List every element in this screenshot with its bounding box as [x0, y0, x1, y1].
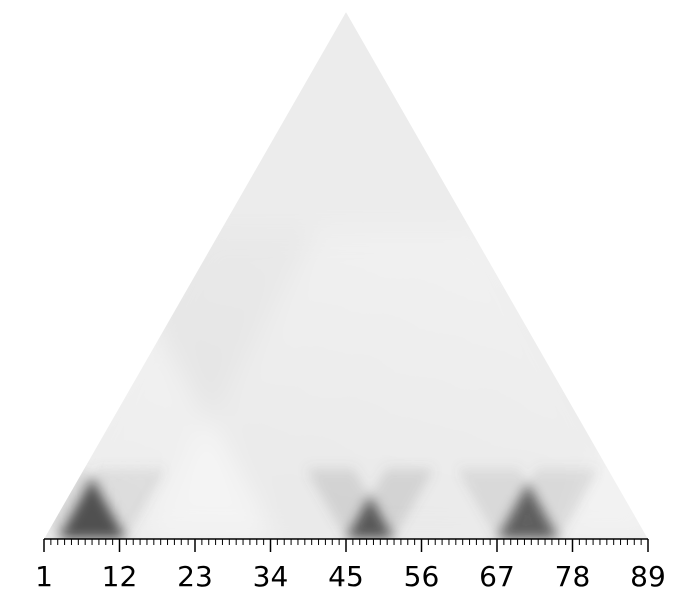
x-axis-major-ticks: [43, 539, 649, 552]
x-tick-label: 67: [479, 560, 515, 593]
heatmap-streak: [326, 224, 516, 539]
x-tick-label: 12: [102, 560, 138, 593]
x-axis-minor-ticks: [43, 539, 649, 545]
heatmap-background: [44, 12, 648, 539]
heatmap-streak: [161, 224, 351, 539]
heatmap-dark-streak: [78, 468, 121, 539]
heatmap-dark-streak: [368, 468, 412, 539]
heatmap-streak: [271, 224, 461, 539]
heatmap-streak: [44, 224, 49, 539]
heatmap-streak: [643, 224, 648, 539]
x-axis-tick-labels: 1 12 23 34 45 56 67 78 89: [35, 560, 666, 593]
heatmap-marks: [44, 224, 648, 539]
heatmap-streak: [408, 224, 598, 539]
heatmap-dark-streak: [338, 468, 381, 539]
heatmap-streaks: [44, 224, 648, 539]
heatmap-dark-streak: [461, 468, 505, 539]
heatmap-streak: [216, 224, 406, 539]
heatmap-dark-streak: [387, 468, 431, 539]
heatmap-streak: [381, 224, 570, 539]
heatmap-area: [44, 12, 648, 539]
x-tick-label: 1: [35, 560, 53, 593]
heatmap-dark-streak: [511, 468, 554, 539]
heatmap-dark-streak: [118, 468, 161, 539]
x-tick-label: 56: [404, 560, 440, 593]
heatmap-dark-streak: [498, 468, 542, 539]
heatmap-dark-streak: [378, 468, 421, 539]
heatmap-dark-streak: [486, 468, 530, 539]
heatmap-dark-regions: [44, 468, 594, 539]
heatmap-dark-streak: [347, 468, 391, 539]
heatmap-streak: [353, 224, 543, 539]
heatmap-dark-streak: [359, 468, 402, 539]
x-tick-label: 34: [253, 560, 289, 593]
x-tick-label: 45: [328, 560, 364, 593]
heatmap-streak: [44, 224, 76, 539]
x-axis: 1 12 23 34 45 56 67 78 89: [35, 538, 666, 593]
heatmap-streak: [616, 224, 648, 539]
heatmap-dark-streak: [474, 468, 517, 539]
x-tick-label: 89: [630, 560, 666, 593]
heatmap-streak: [436, 224, 625, 539]
heatmap-streak: [463, 224, 648, 539]
heatmap-dark-streak: [328, 468, 372, 539]
x-tick-label: 23: [177, 560, 213, 593]
heatmap-streak: [189, 224, 378, 539]
heatmap-dark-streak: [44, 468, 66, 539]
heatmap-dark-streak: [551, 468, 594, 539]
heatmap-dark-streak: [319, 468, 362, 539]
x-tick-label: 78: [555, 560, 591, 593]
heatmap-streak: [298, 224, 488, 539]
heatmap-dark-streak: [309, 468, 353, 539]
